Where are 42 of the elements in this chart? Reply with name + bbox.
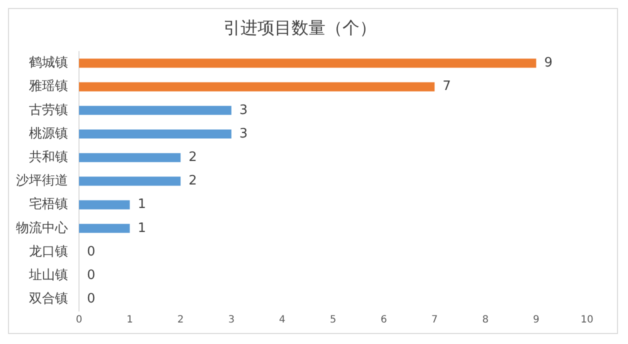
x-tick-label: 0 — [76, 314, 82, 326]
bar — [79, 224, 130, 233]
data-label: 3 — [239, 102, 248, 118]
bar — [79, 82, 435, 92]
data-label: 7 — [442, 79, 451, 94]
y-tick-label: 鹤城镇 — [29, 56, 68, 71]
x-tick-label: 8 — [482, 314, 489, 326]
y-tick-label: 址山镇 — [28, 268, 68, 283]
bar — [79, 153, 181, 162]
bar — [79, 58, 536, 68]
bar — [79, 176, 181, 186]
y-tick-label: 古劳镇 — [29, 102, 68, 118]
y-tick-label: 龙口镇 — [29, 244, 68, 260]
x-tick-label: 4 — [279, 314, 286, 326]
data-label: 1 — [138, 197, 146, 212]
y-tick-label: 共和镇 — [29, 150, 68, 165]
x-tick-label: 1 — [126, 314, 133, 326]
data-label: 9 — [544, 56, 552, 71]
x-tick-label: 5 — [330, 314, 336, 326]
data-label: 0 — [87, 244, 96, 260]
data-label: 3 — [239, 126, 248, 142]
y-tick-label: 雅瑶镇 — [29, 79, 68, 94]
bar — [79, 129, 232, 139]
y-tick-label: 宅梧镇 — [29, 196, 68, 212]
data-label: 2 — [188, 150, 197, 165]
x-tick-label: 7 — [431, 314, 438, 326]
x-tick-label: 9 — [533, 314, 540, 326]
data-label: 1 — [138, 220, 146, 236]
data-label: 2 — [188, 174, 197, 189]
x-tick-label: 10 — [580, 314, 594, 326]
y-tick-label: 桃源镇 — [29, 126, 68, 142]
x-tick-label: 3 — [228, 314, 235, 326]
bar — [79, 106, 232, 115]
chart-title: 引进项目数量（个） — [224, 18, 376, 39]
y-tick-label: 沙坪街道 — [16, 174, 68, 189]
x-tick-label: 2 — [177, 314, 184, 326]
y-tick-label: 物流中心 — [16, 220, 68, 236]
data-label: 0 — [87, 268, 96, 283]
bar — [79, 200, 130, 210]
x-tick-label: 6 — [380, 314, 387, 326]
data-label: 0 — [87, 292, 96, 307]
y-tick-label: 双合镇 — [29, 292, 68, 307]
